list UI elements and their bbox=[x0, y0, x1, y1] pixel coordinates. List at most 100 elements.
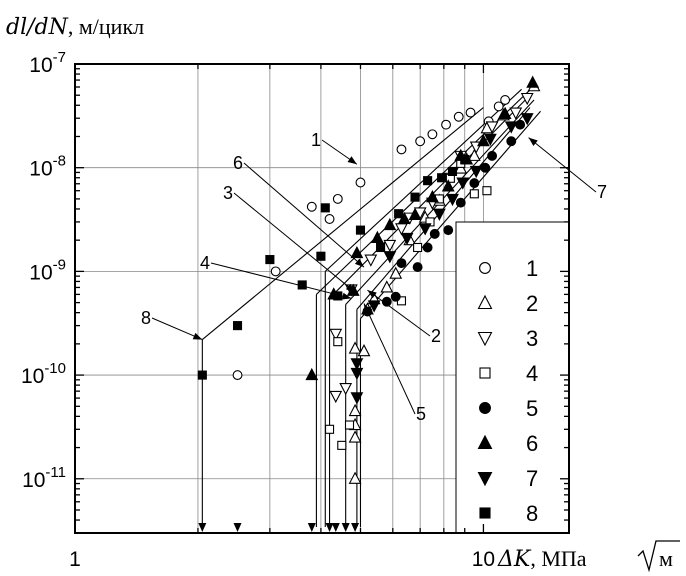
data-point-series-5 bbox=[487, 150, 498, 161]
data-point-series-1 bbox=[232, 370, 243, 381]
data-point-series-2 bbox=[348, 430, 362, 443]
data-point-series-8 bbox=[355, 225, 366, 235]
annotation-arrowhead-1 bbox=[347, 156, 357, 165]
data-point-series-8 bbox=[410, 192, 420, 202]
data-point-series-7 bbox=[469, 165, 483, 179]
data-point-series-2 bbox=[467, 148, 481, 161]
data-point-series-2 bbox=[348, 341, 362, 354]
annotation-arrowhead-4 bbox=[341, 292, 352, 300]
threshold-arrowhead bbox=[233, 523, 242, 532]
annotation-label-1: 1 bbox=[311, 130, 321, 150]
data-point-series-8 bbox=[460, 154, 470, 165]
legend-label-5: 5 bbox=[526, 396, 538, 421]
annotation-label-3: 3 bbox=[223, 183, 233, 203]
data-point-series-8 bbox=[394, 209, 404, 219]
annotation-leader-2 bbox=[367, 289, 431, 337]
y-tick-mantissa: 10 bbox=[29, 261, 52, 284]
data-point-series-8 bbox=[320, 203, 330, 213]
legend-label-6: 6 bbox=[526, 431, 538, 456]
threshold-arrowhead bbox=[198, 523, 207, 532]
y-tick-mantissa: 10 bbox=[21, 365, 44, 388]
data-point-series-1 bbox=[306, 201, 317, 212]
data-point-series-6 bbox=[397, 211, 411, 225]
data-point-series-1 bbox=[415, 136, 426, 147]
square-root-sign bbox=[637, 540, 680, 573]
annotation-label-5: 5 bbox=[416, 404, 426, 424]
data-point-series-3 bbox=[520, 92, 534, 106]
data-point-series-4 bbox=[325, 424, 335, 434]
y-tick-mantissa: 10 bbox=[22, 469, 45, 492]
y-tick-label: 10-7 bbox=[29, 49, 66, 77]
data-point-series-6 bbox=[305, 367, 319, 381]
data-point-series-7 bbox=[520, 113, 534, 126]
data-point-series-4 bbox=[469, 189, 479, 199]
legend-box bbox=[455, 221, 570, 534]
data-point-series-7 bbox=[367, 300, 381, 313]
threshold-arrowhead bbox=[331, 523, 340, 532]
y-tick-exponent: -9 bbox=[53, 256, 66, 273]
data-point-series-5 bbox=[396, 258, 407, 269]
curve-annotations: 1 63 4 8 2 5 7 bbox=[141, 130, 607, 424]
data-point-series-1 bbox=[355, 177, 366, 188]
data-point-series-3 bbox=[364, 254, 378, 267]
data-point-series-5 bbox=[412, 262, 423, 273]
data-point-series-5 bbox=[480, 162, 491, 173]
y-tick-label: 10-8 bbox=[29, 153, 66, 181]
data-points bbox=[197, 75, 541, 484]
fit-line-8 bbox=[201, 107, 484, 341]
legend-marker-7 bbox=[477, 471, 493, 487]
y-axis-variable: dl/dN bbox=[6, 15, 69, 40]
data-point-series-2 bbox=[357, 344, 371, 357]
data-point-series-6 bbox=[383, 217, 397, 231]
legend-marker-4 bbox=[479, 367, 491, 379]
data-point-series-7 bbox=[418, 223, 432, 236]
data-point-series-7 bbox=[483, 133, 497, 146]
data-point-series-6 bbox=[441, 179, 455, 192]
axis-ticks bbox=[74, 63, 569, 534]
data-point-series-7 bbox=[446, 193, 459, 207]
data-point-series-2 bbox=[348, 403, 362, 417]
data-point-series-7 bbox=[504, 121, 518, 134]
x-tick-labels: 1 10 bbox=[69, 548, 495, 571]
legend-label-8: 8 bbox=[526, 501, 538, 526]
data-point-series-5 bbox=[381, 296, 392, 307]
y-tick-label: 10-9 bbox=[29, 256, 66, 284]
legend-label-7: 7 bbox=[526, 466, 538, 491]
x-axis-unit: , МПа bbox=[530, 546, 586, 571]
legend-label-4: 4 bbox=[526, 361, 538, 386]
data-point-series-8 bbox=[316, 251, 326, 261]
data-point-series-5 bbox=[422, 242, 433, 253]
data-point-series-5 bbox=[455, 197, 466, 208]
legend-marker-1 bbox=[479, 262, 491, 274]
legend-label-2: 2 bbox=[526, 291, 538, 316]
data-point-series-2 bbox=[389, 266, 403, 279]
annotation-leader-6 bbox=[243, 162, 365, 268]
x-tick-label: 10 bbox=[472, 548, 495, 571]
data-point-series-6 bbox=[526, 75, 540, 88]
annotation-leader-5 bbox=[363, 303, 416, 415]
y-tick-exponent: -7 bbox=[53, 49, 66, 66]
data-point-series-3 bbox=[383, 239, 397, 253]
annotation-label-7: 7 bbox=[597, 182, 607, 202]
annotation-label-4: 4 bbox=[200, 253, 210, 273]
data-point-series-3 bbox=[509, 107, 523, 120]
y-tick-label: 10-11 bbox=[22, 464, 66, 492]
data-point-series-8 bbox=[447, 166, 458, 177]
y-tick-mantissa: 10 bbox=[29, 54, 52, 77]
annotation-arrowhead-6 bbox=[354, 258, 364, 268]
data-point-series-5 bbox=[390, 291, 401, 302]
annotation-arrowhead-8 bbox=[192, 332, 203, 340]
annotation-label-6: 6 bbox=[233, 153, 243, 173]
data-point-series-7 bbox=[383, 251, 397, 264]
data-point-series-5 bbox=[443, 225, 454, 236]
y-axis-title: dl/dN, м/цикл bbox=[6, 14, 144, 40]
data-point-series-8 bbox=[376, 242, 386, 253]
data-point-series-3 bbox=[339, 382, 353, 396]
annotation-leader-8 bbox=[151, 317, 203, 341]
annotation-leader-4 bbox=[210, 262, 352, 299]
data-point-series-1 bbox=[332, 193, 343, 204]
data-point-series-6 bbox=[350, 245, 364, 259]
data-point-series-4 bbox=[413, 242, 423, 253]
annotation-label-8: 8 bbox=[141, 308, 151, 328]
data-point-series-7 bbox=[456, 177, 470, 190]
